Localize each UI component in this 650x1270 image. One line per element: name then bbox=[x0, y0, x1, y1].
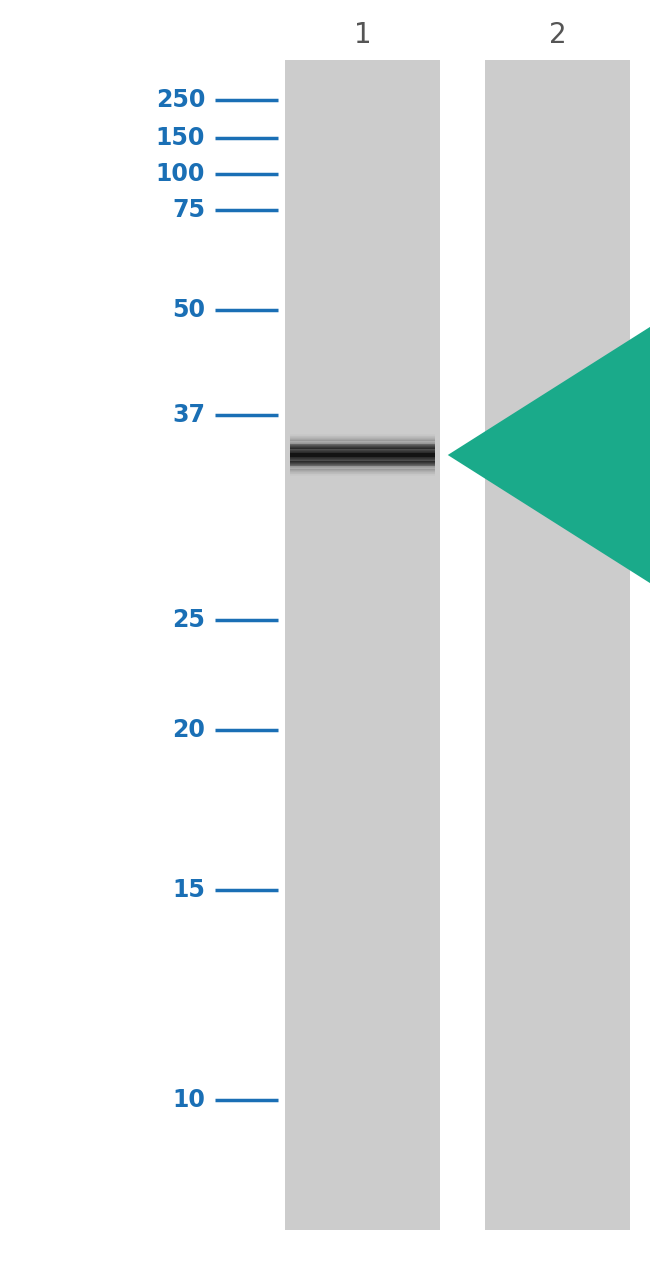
Bar bbox=[285, 60, 440, 1231]
Text: 100: 100 bbox=[155, 163, 205, 185]
Text: 25: 25 bbox=[172, 608, 205, 632]
Text: 20: 20 bbox=[172, 718, 205, 742]
Text: 15: 15 bbox=[172, 878, 205, 902]
Text: 1: 1 bbox=[354, 22, 371, 50]
Text: 75: 75 bbox=[172, 198, 205, 222]
Text: 37: 37 bbox=[172, 403, 205, 427]
Text: 10: 10 bbox=[172, 1088, 205, 1113]
Text: 150: 150 bbox=[155, 126, 205, 150]
Text: 250: 250 bbox=[155, 88, 205, 112]
Bar bbox=[485, 60, 630, 1231]
Text: 50: 50 bbox=[172, 298, 205, 323]
Text: 2: 2 bbox=[549, 22, 566, 50]
